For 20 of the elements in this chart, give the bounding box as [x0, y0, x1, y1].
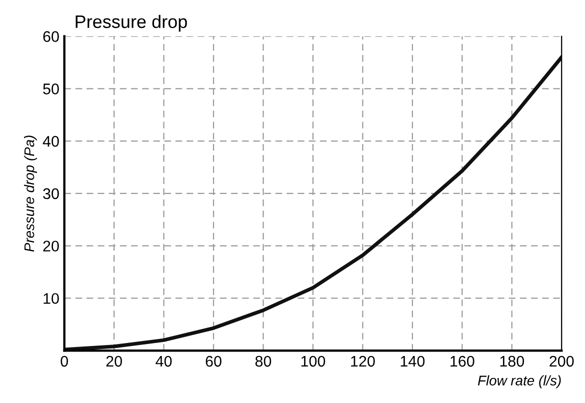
x-tick-label: 160: [450, 356, 474, 367]
y-axis-title: Pressure drop (Pa): [24, 136, 37, 252]
x-tick-label: 180: [500, 356, 524, 367]
y-tick-label: 40: [42, 136, 59, 147]
y-tick-label: 20: [43, 240, 59, 252]
x-tick-label: 200: [550, 356, 574, 367]
x-tick-label: 140: [400, 356, 425, 367]
y-tick-label: 50: [43, 84, 59, 94]
y-tick-label: 60: [43, 31, 59, 42]
x-tick-label: 60: [206, 356, 222, 367]
x-tick-label: 40: [156, 356, 172, 367]
y-tick-label: 30: [43, 188, 59, 200]
x-tick-label: 120: [351, 356, 375, 367]
x-tick-label: 80: [255, 356, 272, 367]
chart-title: Pressure drop: [76, 14, 187, 32]
x-tick-label: 100: [301, 356, 326, 367]
y-tick-label: 10: [44, 293, 59, 304]
x-axis-title: Flow rate (l/s): [478, 375, 561, 388]
x-tick-label: 20: [106, 356, 122, 367]
x-tick-label: 0: [60, 356, 68, 367]
